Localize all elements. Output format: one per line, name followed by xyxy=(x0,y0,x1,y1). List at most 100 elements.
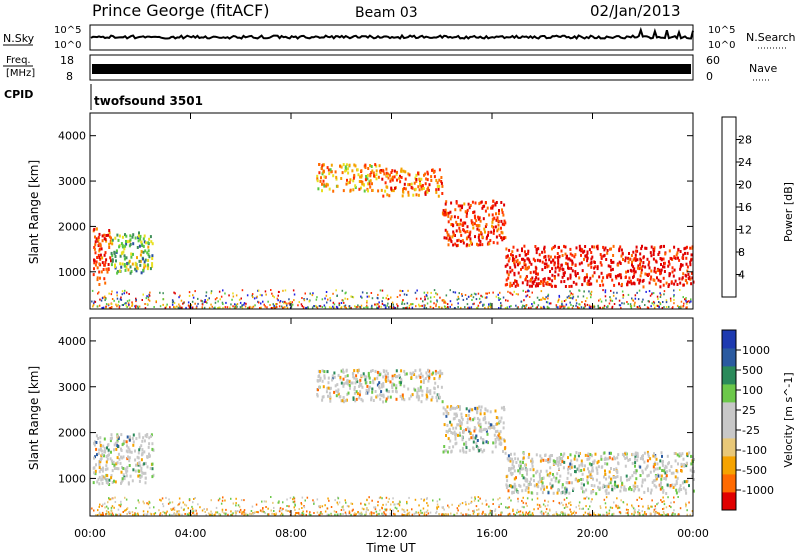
heatmap-cell xyxy=(638,279,641,283)
heatmap-cell xyxy=(678,489,681,493)
heatmap-cell xyxy=(398,374,401,378)
heatmap-cell xyxy=(554,270,557,274)
ground-scatter-cell xyxy=(507,497,509,500)
ground-scatter-cell xyxy=(590,290,593,293)
heatmap-cell xyxy=(99,444,102,447)
heatmap-cell xyxy=(450,423,453,427)
ground-scatter-cell xyxy=(403,307,405,309)
heatmap-cell xyxy=(129,265,132,269)
heatmap-cell xyxy=(327,386,330,390)
ground-scatter-cell xyxy=(508,512,511,515)
heatmap-cell xyxy=(498,442,501,446)
ground-scatter-cell xyxy=(303,505,305,507)
heatmap-cell xyxy=(452,406,455,410)
heatmap-cell xyxy=(438,184,441,188)
heatmap-cell xyxy=(518,471,521,475)
heatmap-cell xyxy=(517,263,519,267)
heatmap-cell xyxy=(422,378,425,382)
ground-scatter-cell xyxy=(415,305,417,308)
ground-scatter-cell xyxy=(542,503,545,506)
heatmap-cell xyxy=(131,479,134,483)
heatmap-cell xyxy=(526,472,528,476)
ground-scatter-cell xyxy=(651,499,653,502)
heatmap-cell xyxy=(119,262,122,266)
heatmap-cell xyxy=(99,436,102,440)
heatmap-cell xyxy=(613,468,615,471)
ground-scatter-cell xyxy=(685,298,687,301)
heatmap-cell xyxy=(509,266,512,270)
heatmap-cell xyxy=(351,381,354,385)
ground-scatter-cell xyxy=(200,299,202,302)
heatmap-cell xyxy=(120,433,123,437)
heatmap-cell xyxy=(405,372,408,376)
heatmap-cell xyxy=(498,233,501,237)
heatmap-cell xyxy=(458,407,461,411)
heatmap-cell xyxy=(319,179,322,183)
heatmap-cell xyxy=(475,444,478,448)
heatmap-cell xyxy=(674,256,677,260)
heatmap-cell xyxy=(102,444,105,448)
ground-scatter-cell xyxy=(301,514,303,516)
heatmap-cell xyxy=(636,485,639,489)
heatmap-cell xyxy=(140,444,143,448)
heatmap-cell xyxy=(500,226,502,230)
ground-scatter-cell xyxy=(344,304,347,307)
ground-scatter-cell xyxy=(243,510,245,513)
heatmap-cell xyxy=(433,391,436,395)
heatmap-cell xyxy=(360,169,363,173)
heatmap-cell xyxy=(652,278,655,282)
heatmap-cell xyxy=(571,269,574,273)
ground-scatter-cell xyxy=(489,306,492,309)
ground-scatter-cell xyxy=(286,304,288,307)
heatmap-cell xyxy=(672,274,675,278)
ground-scatter-cell xyxy=(182,302,184,305)
ground-scatter-cell xyxy=(686,300,689,303)
colorbar-swatch xyxy=(722,456,736,475)
heatmap-cell xyxy=(346,167,349,171)
heatmap-cell xyxy=(513,477,516,481)
ground-scatter-cell xyxy=(178,296,180,299)
heatmap-cell xyxy=(678,487,681,491)
nsearch-tick-top: 10^5 xyxy=(708,25,735,36)
heatmap-cell xyxy=(639,262,641,266)
ground-scatter-cell xyxy=(111,298,114,300)
ground-scatter-cell xyxy=(324,297,326,300)
ground-scatter-cell xyxy=(423,291,426,294)
heatmap-cell xyxy=(544,453,547,457)
ground-scatter-cell xyxy=(547,512,549,515)
heatmap-cell xyxy=(610,467,612,470)
ground-scatter-cell xyxy=(498,307,500,309)
y-tick-label: 3000 xyxy=(58,381,86,394)
heatmap-cell xyxy=(121,245,124,249)
ground-scatter-cell xyxy=(111,505,114,508)
ground-scatter-cell xyxy=(528,296,531,298)
heatmap-cell xyxy=(628,280,631,284)
heatmap-cell xyxy=(693,458,695,461)
ground-scatter-cell xyxy=(540,307,542,309)
ground-scatter-cell xyxy=(679,289,681,291)
ground-scatter-cell xyxy=(318,305,321,307)
heatmap-cell xyxy=(407,190,410,194)
ground-scatter-cell xyxy=(135,298,137,301)
heatmap-cell xyxy=(435,190,438,194)
heatmap-cell xyxy=(570,266,573,270)
ground-scatter-cell xyxy=(343,301,345,304)
heatmap-cell xyxy=(333,371,336,375)
ground-scatter-cell xyxy=(497,498,499,501)
heatmap-cell xyxy=(376,376,379,380)
ground-scatter-cell xyxy=(104,295,106,298)
heatmap-cell xyxy=(571,481,573,485)
heatmap-cell xyxy=(468,429,471,433)
ground-scatter-cell xyxy=(357,511,359,514)
heatmap-cell xyxy=(466,225,469,229)
ground-scatter-cell xyxy=(134,512,136,515)
ground-scatter-cell xyxy=(114,501,117,503)
heatmap-cell xyxy=(544,258,547,262)
heatmap-cell xyxy=(569,466,572,470)
heatmap-cell xyxy=(674,483,677,487)
ground-scatter-cell xyxy=(563,307,565,309)
heatmap-cell xyxy=(134,469,137,473)
heatmap-cell xyxy=(404,170,407,174)
heatmap-cell xyxy=(120,265,123,269)
ground-scatter-cell xyxy=(488,513,490,516)
